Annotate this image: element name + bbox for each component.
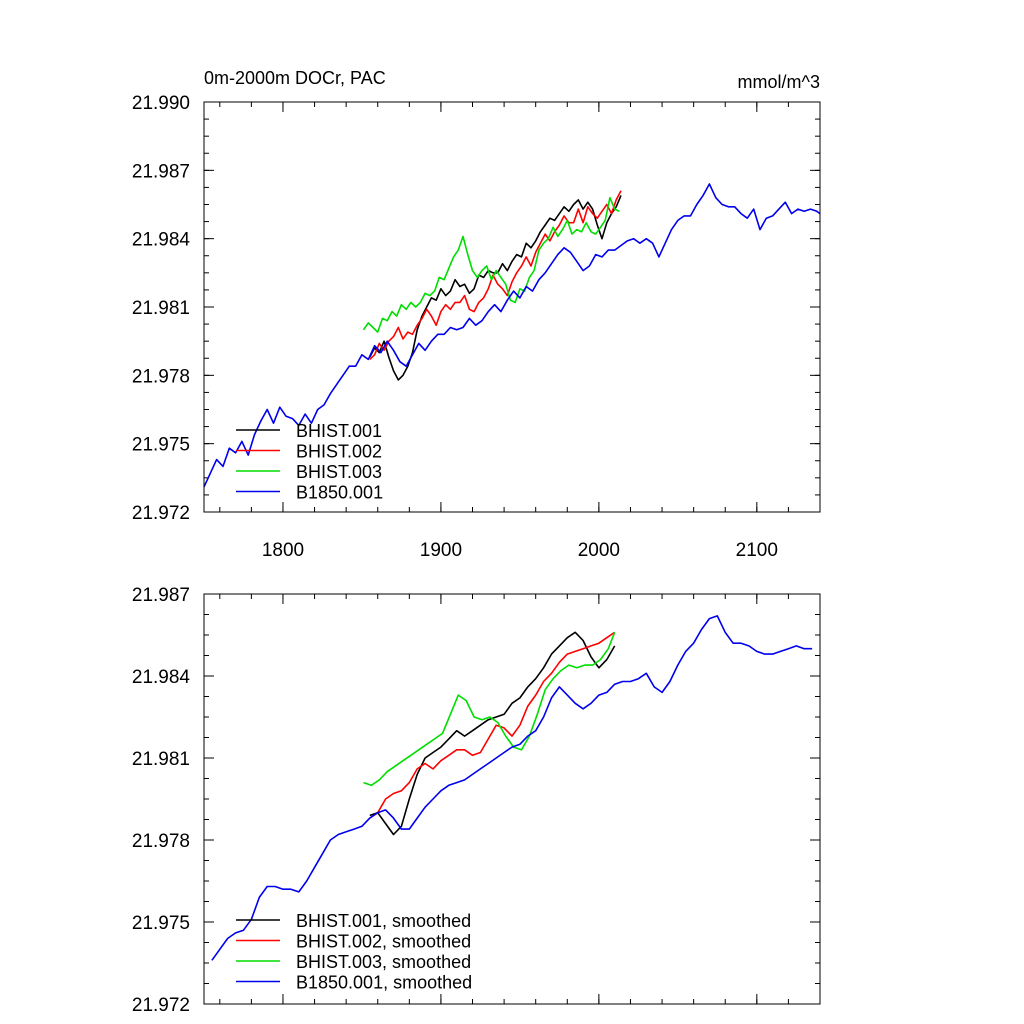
x-tick-label: 1800	[262, 540, 304, 561]
y-tick-label: 21.975	[132, 435, 190, 456]
legend-label: BHIST.002, smoothed	[296, 932, 471, 952]
series-line-1	[369, 190, 622, 360]
bottom-panel: 21.972 21.975 21.978 21.981 21.984 21.987 BHI…	[132, 585, 821, 1016]
legend-label: BHIST.003	[296, 462, 382, 482]
y-tick-label: 21.981	[132, 298, 190, 319]
series-line-3	[211, 615, 813, 961]
y-tick-label: 21.984	[132, 667, 191, 688]
y-tick-label: 21.987	[132, 585, 190, 606]
chart-title: 0m-2000m DOCr, PAC	[204, 68, 386, 88]
y-tick-label: 21.978	[132, 831, 190, 852]
legend-label: BHIST.003, smoothed	[296, 952, 471, 972]
y-tick-label: 21.972	[132, 503, 190, 524]
y-tick-label: 21.972	[132, 995, 190, 1016]
y-tick-label: 21.978	[132, 366, 190, 387]
x-tick-label: 1900	[420, 540, 462, 561]
top-series-group	[203, 183, 821, 488]
x-tick-label: 2000	[578, 540, 620, 561]
legend-label: B1850.001	[296, 483, 383, 503]
series-line-2	[363, 632, 616, 787]
series-line-3	[203, 183, 821, 488]
legend-label: BHIST.001, smoothed	[296, 911, 471, 931]
series-line-2	[362, 196, 620, 333]
series-line-1	[369, 631, 616, 819]
top-panel: 0m-2000m DOCr, PAC mmol/m^3 21.972 21.975…	[132, 68, 821, 561]
top-plot-frame	[203, 101, 821, 513]
y-tick-label: 21.975	[132, 913, 190, 934]
legend-label: BHIST.002	[296, 442, 382, 462]
x-tick-label: 2100	[736, 540, 778, 561]
y-tick-label: 21.990	[132, 93, 190, 114]
bottom-plot-frame	[203, 593, 821, 1005]
legend-label: BHIST.001	[296, 421, 382, 441]
top-axis-ticks: 21.972 21.975 21.978 21.981 21.984 21.987 21.9…	[132, 93, 821, 561]
legend-label: B1850.001, smoothed	[296, 973, 472, 993]
y-tick-label: 21.981	[132, 749, 190, 770]
y-tick-label: 21.987	[132, 161, 190, 182]
bottom-series-group	[211, 615, 813, 961]
y-tick-label: 21.984	[132, 230, 191, 251]
bottom-axis-ticks: 21.972 21.975 21.978 21.981 21.984 21.987	[132, 585, 821, 1016]
units-label: mmol/m^3	[738, 72, 820, 92]
